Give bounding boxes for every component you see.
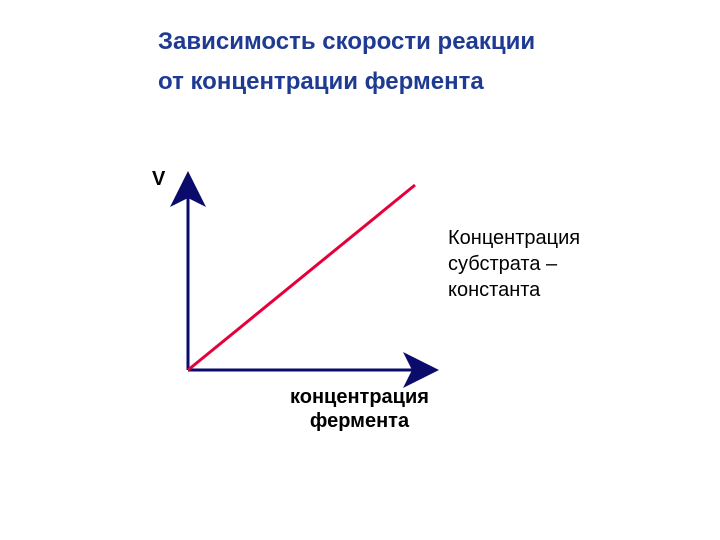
annotation-line3: константа	[448, 279, 540, 301]
x-axis-label-line2: фермента	[310, 410, 409, 432]
chart-plot	[0, 0, 720, 540]
annotation-line1: Концентрация	[448, 227, 580, 249]
data-line	[188, 185, 415, 370]
chart-annotation: Концентрация субстрата – константа	[448, 225, 580, 303]
x-axis-label: концентрация фермента	[290, 385, 429, 433]
annotation-line2: субстрата –	[448, 253, 557, 275]
y-axis-label: V	[152, 168, 165, 191]
x-axis-label-line1: концентрация	[290, 386, 429, 408]
